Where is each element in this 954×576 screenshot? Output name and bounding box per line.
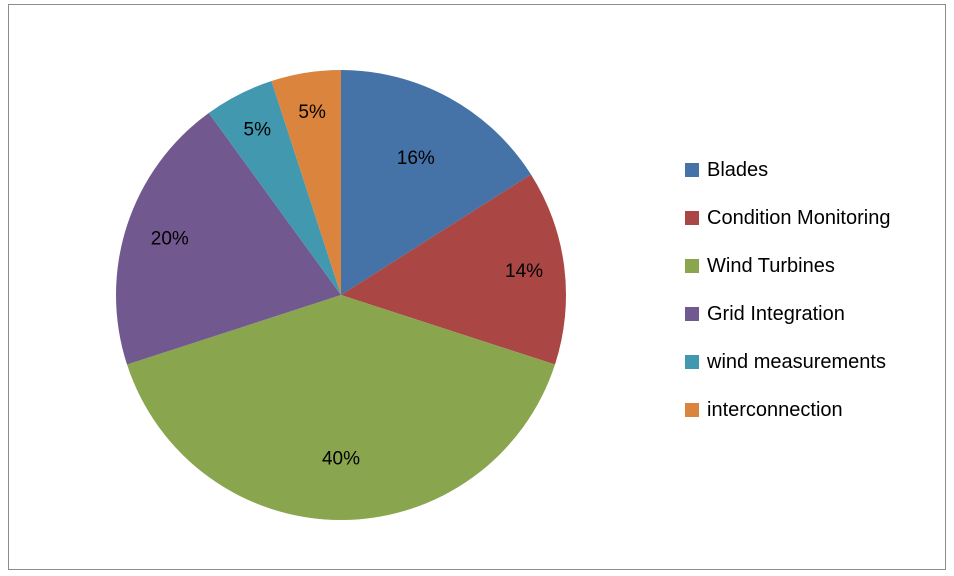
- pie-slice-grid-integration: [115, 112, 341, 365]
- pie-slice-wind-turbines: [127, 295, 555, 520]
- pie-data-label: 16%: [397, 148, 435, 169]
- pie-data-label: 40%: [322, 448, 360, 469]
- pie-data-label: 5%: [298, 102, 326, 123]
- legend-label: Blades: [707, 158, 769, 181]
- legend-label: Grid Integration: [707, 302, 845, 325]
- legend-swatch: [685, 163, 699, 177]
- legend-swatch: [685, 259, 699, 273]
- legend-label: Wind Turbines: [707, 254, 835, 277]
- pie-data-labels: 16% 14% 40% 20% 5% 5%: [151, 102, 543, 469]
- pie-data-label: 20%: [151, 228, 189, 249]
- pie-slices: [115, 70, 566, 520]
- legend-swatch: [685, 211, 699, 225]
- pie-slice-blades: [341, 70, 531, 295]
- legend-label: interconnection: [707, 398, 843, 421]
- pie-slice-condition-monitoring: [341, 174, 566, 365]
- legend-item: wind measurements: [685, 350, 890, 374]
- legend-swatch: [685, 307, 699, 321]
- chart-legend: Blades Condition Monitoring Wind Turbines G…: [685, 158, 890, 446]
- pie-data-label: 14%: [505, 261, 543, 282]
- legend-item: Wind Turbines: [685, 254, 890, 278]
- pie-slice-wind-measurements: [208, 81, 341, 295]
- legend-item: interconnection: [685, 398, 890, 422]
- legend-label: wind measurements: [707, 350, 886, 373]
- legend-item: Condition Monitoring: [685, 206, 890, 230]
- legend-swatch: [685, 355, 699, 369]
- legend-swatch: [685, 403, 699, 417]
- pie-slice-interconnection: [271, 70, 341, 295]
- legend-item: Blades: [685, 158, 890, 182]
- legend-item: Grid Integration: [685, 302, 890, 326]
- pie-data-label: 5%: [244, 120, 272, 141]
- legend-label: Condition Monitoring: [707, 206, 891, 229]
